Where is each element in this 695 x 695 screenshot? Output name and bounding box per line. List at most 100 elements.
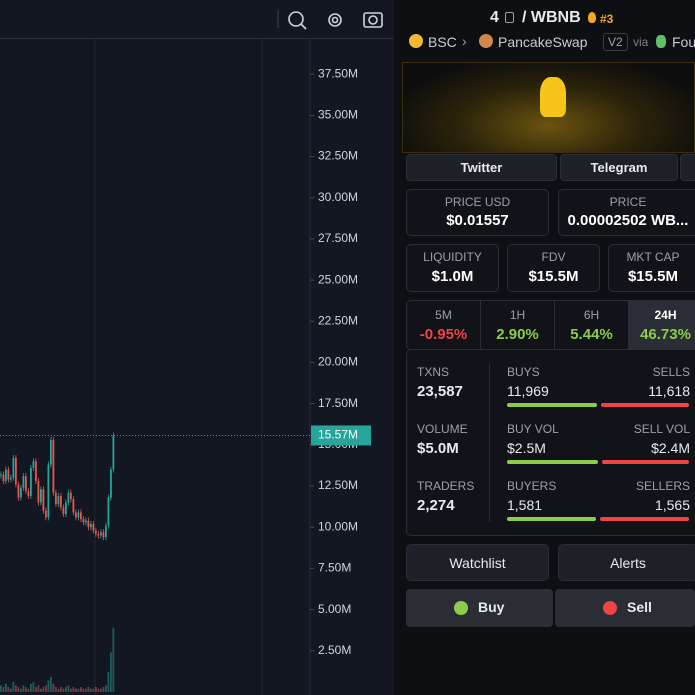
rank: #3: [600, 12, 614, 26]
screenshot-icon[interactable]: [368, 15, 378, 25]
volume-bar: [97, 688, 100, 692]
more-button[interactable]: [680, 154, 695, 181]
sell-bar: [601, 403, 689, 407]
candle-body: [107, 497, 110, 526]
price-label: PRICE USD: [444, 195, 511, 209]
replay-icon[interactable]: [300, 23, 307, 30]
banner: [402, 62, 695, 153]
action-button[interactable]: Alerts: [558, 544, 695, 581]
link-label[interactable]: Twitter: [460, 160, 503, 175]
volume-bar: [112, 627, 115, 692]
candle-body: [90, 523, 92, 528]
link-label[interactable]: Telegram: [590, 160, 648, 175]
volume-bar: [60, 687, 62, 692]
volume-bar: [10, 688, 12, 692]
total-value: 2,274: [417, 497, 455, 514]
price-value: 0.00002502 WB...: [567, 212, 689, 229]
candle-body: [50, 439, 52, 465]
action-label[interactable]: Alerts: [610, 555, 646, 571]
link-button[interactable]: Telegram: [560, 154, 678, 181]
change-value[interactable]: 46.73%: [640, 326, 691, 343]
volume-bar: [100, 688, 102, 692]
pair-panel: 4 / WBNB #3 BSC › PancakeSwap V2 via Fou Twitter T…: [394, 0, 695, 695]
trade-button[interactable]: Buy: [406, 589, 553, 627]
last-price-tag: [311, 425, 371, 446]
replay-icon[interactable]: [288, 11, 304, 27]
candle-body: [102, 532, 105, 538]
settings-icon[interactable]: [328, 13, 342, 27]
candle-body: [2, 474, 5, 482]
change-value[interactable]: 2.90%: [496, 326, 539, 343]
stat-label: FDV: [541, 250, 566, 264]
volume-bar: [50, 677, 52, 692]
chain-icon: [409, 34, 423, 48]
volume-bar: [7, 687, 10, 692]
change-value[interactable]: -0.95%: [419, 326, 468, 343]
action-button[interactable]: Watchlist: [406, 544, 549, 581]
split-left-value: 11,969: [507, 383, 549, 399]
pair-base: 4: [490, 9, 499, 26]
candle-body: [85, 520, 87, 523]
split-right-value: 11,618: [648, 383, 690, 399]
candle-body: [62, 507, 65, 515]
volume-bar: [82, 688, 85, 692]
volume-bar: [15, 685, 17, 692]
screenshot-icon[interactable]: [363, 12, 383, 28]
total-value: $5.0M: [417, 440, 459, 457]
volume-bar: [77, 688, 80, 692]
y-tick-label: 20.00M: [318, 355, 358, 369]
settings-icon[interactable]: [331, 16, 339, 24]
launchpad: Fou: [672, 34, 695, 50]
trade-icon[interactable]: [454, 601, 468, 615]
trade-label[interactable]: Sell: [627, 599, 652, 615]
stat-card: MKT CAP $15.5M: [608, 244, 695, 292]
volume-bar: [70, 688, 72, 692]
change-period[interactable]: 5M: [435, 308, 452, 322]
candle-body: [32, 461, 35, 468]
split-right-label: SELL VOL: [633, 422, 690, 436]
split-right-label: SELLERS: [635, 479, 690, 493]
trade-button[interactable]: Sell: [555, 589, 695, 627]
volume-bar: [57, 688, 60, 692]
change-value[interactable]: 5.44%: [570, 326, 613, 343]
toolbar-icons[interactable]: [288, 11, 383, 30]
chevron: ›: [462, 33, 467, 49]
candle-body: [82, 519, 85, 523]
y-tick-label: 27.50M: [318, 231, 358, 245]
volume-bar: [85, 688, 87, 692]
change-tab[interactable]: 24H 46.73%: [629, 301, 695, 349]
dex[interactable]: PancakeSwap: [498, 34, 588, 50]
copy-icon: [505, 12, 514, 23]
change-period[interactable]: 6H: [583, 308, 600, 322]
candle-body: [27, 490, 30, 496]
change-period[interactable]: 1H: [509, 308, 526, 322]
candle-body: [15, 458, 17, 485]
change-tab[interactable]: 5M -0.95%: [407, 301, 481, 349]
candle-body: [87, 520, 90, 528]
total-value: 23,587: [417, 383, 463, 400]
action-label[interactable]: Watchlist: [449, 555, 506, 571]
link-button[interactable]: Twitter: [406, 154, 557, 181]
volume-bar: [32, 682, 35, 692]
candle-body: [5, 469, 7, 482]
trade-label[interactable]: Buy: [478, 599, 505, 615]
volume-bar: [107, 672, 110, 692]
price-label: PRICE: [609, 195, 647, 209]
change-period[interactable]: 24H: [654, 308, 677, 322]
stat-label: MKT CAP: [626, 250, 680, 264]
candle-body: [35, 461, 37, 482]
candle-body: [45, 510, 47, 518]
split-left-value: $2.5M: [507, 440, 546, 456]
candle-body: [110, 469, 112, 498]
candle-body: [30, 467, 32, 496]
volume-bar: [102, 687, 105, 692]
candle-body: [80, 512, 82, 519]
volume-bar: [110, 652, 112, 692]
change-tab[interactable]: 1H 2.90%: [481, 301, 555, 349]
volume-bar: [75, 688, 77, 692]
change-tab[interactable]: 6H 5.44%: [555, 301, 629, 349]
trade-icon[interactable]: [603, 601, 617, 615]
volume-bar: [92, 688, 95, 692]
price-card: PRICE USD $0.01557: [406, 189, 549, 236]
